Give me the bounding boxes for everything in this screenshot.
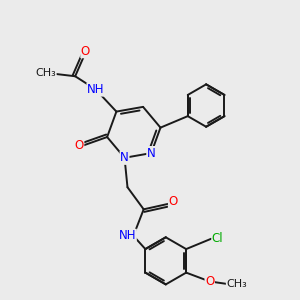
Text: Cl: Cl xyxy=(212,232,224,245)
Text: O: O xyxy=(205,275,214,288)
Text: O: O xyxy=(81,45,90,58)
Text: CH₃: CH₃ xyxy=(226,279,247,290)
Text: N: N xyxy=(120,151,129,164)
Text: O: O xyxy=(169,196,178,208)
Text: O: O xyxy=(74,140,84,152)
Text: CH₃: CH₃ xyxy=(35,68,56,78)
Text: NH: NH xyxy=(87,83,104,96)
Text: N: N xyxy=(147,147,156,160)
Text: NH: NH xyxy=(119,229,136,242)
